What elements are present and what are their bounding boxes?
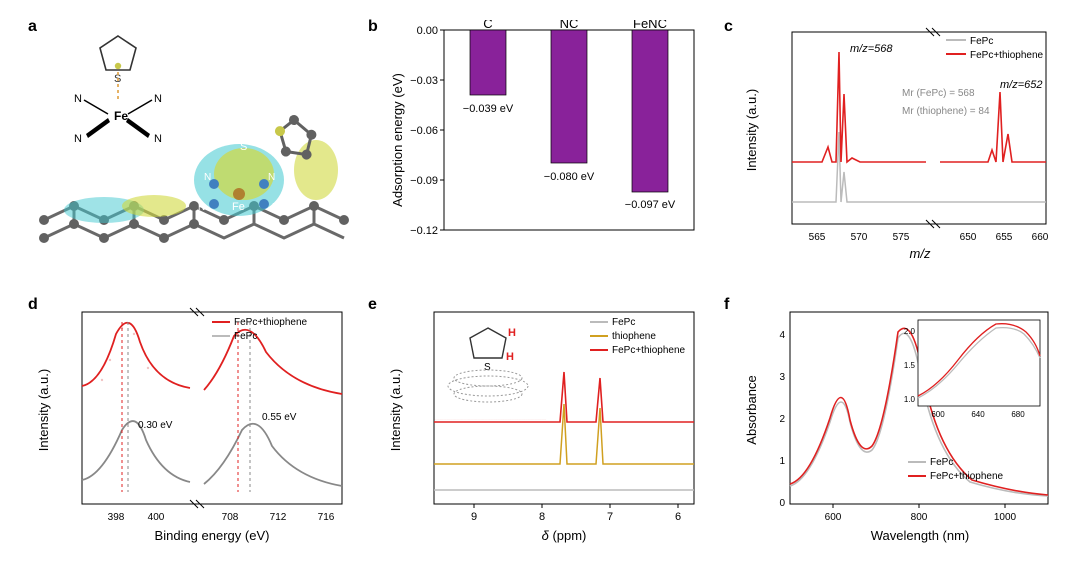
svg-text:660: 660: [1032, 232, 1049, 243]
svg-text:N: N: [272, 202, 279, 213]
svg-text:650: 650: [960, 232, 977, 243]
svg-text:−0.06: −0.06: [410, 125, 438, 137]
svg-text:0: 0: [779, 498, 785, 509]
svg-text:640: 640: [971, 410, 985, 419]
panel-c: 565 570 575 650 655 660 m/z=568 m/z=652 …: [742, 20, 1062, 268]
shift2: 0.55 eV: [262, 412, 297, 423]
panel-label-c: c: [724, 18, 733, 36]
svg-text:800: 800: [911, 512, 928, 523]
svg-text:4: 4: [779, 330, 785, 341]
svg-text:3: 3: [779, 372, 785, 383]
val-nc: −0.080 eV: [544, 171, 595, 183]
svg-text:δ (ppm): δ (ppm): [542, 528, 587, 543]
svg-text:1.5: 1.5: [904, 361, 916, 370]
svg-text:1: 1: [779, 456, 785, 467]
svg-text:680: 680: [1011, 410, 1025, 419]
c-leg2: FePc+thiophene: [970, 50, 1044, 61]
svg-text:N: N: [154, 133, 162, 145]
cat-c: C: [483, 20, 492, 31]
val-fenc: −0.097 eV: [625, 199, 676, 211]
svg-text:N: N: [74, 133, 82, 145]
f-leg2: FePc+thiophene: [930, 471, 1004, 482]
e-leg1: FePc: [612, 317, 635, 328]
svg-text:8: 8: [539, 511, 545, 523]
svg-text:1000: 1000: [994, 512, 1017, 523]
e-leg2: thiophene: [612, 331, 656, 342]
d-ylabel: Intensity (a.u.): [36, 369, 51, 451]
svg-text:Fe: Fe: [232, 201, 245, 213]
svg-text:2: 2: [779, 414, 785, 425]
val-c: −0.039 eV: [463, 103, 514, 115]
svg-text:0.00: 0.00: [417, 25, 438, 37]
mr2: Mr (thiophene) = 84: [902, 106, 990, 117]
svg-text:712: 712: [270, 512, 287, 523]
svg-text:575: 575: [893, 232, 910, 243]
f-ylabel: Absorbance: [744, 375, 759, 444]
panel-a: S Fe N N N N F: [34, 20, 354, 260]
svg-text:398: 398: [108, 512, 125, 523]
svg-text:~~~~~~~~~~~~~~~~~~~~~~~~~~~~~~: ~~~~~~~~~~~~~~~~~~~~~~~~~~~~~~~~~~~~~~~~…: [434, 419, 547, 421]
svg-text:−0.09: −0.09: [410, 175, 438, 187]
panel-label-f: f: [724, 296, 729, 314]
svg-text:S: S: [240, 141, 247, 153]
svg-text:−0.03: −0.03: [410, 75, 438, 87]
b-ylabel: Adsorption energy (eV): [390, 73, 405, 207]
svg-text:600: 600: [931, 410, 945, 419]
svg-text:−0.12: −0.12: [410, 225, 438, 237]
svg-text:708: 708: [222, 512, 239, 523]
svg-text:H: H: [506, 351, 514, 363]
shift1: 0.30 eV: [138, 420, 173, 431]
svg-text:N: N: [154, 93, 162, 105]
fe-center-label: Fe: [114, 109, 128, 123]
e-ylabel: Intensity (a.u.): [388, 369, 403, 451]
svg-text:m/z=568: m/z=568: [850, 43, 893, 55]
svg-text:1.0: 1.0: [904, 395, 916, 404]
svg-text:600: 600: [825, 512, 842, 523]
svg-text:S: S: [484, 362, 491, 373]
svg-text:H: H: [508, 327, 516, 339]
mr1: Mr (FePc) = 568: [902, 88, 975, 99]
c-ylabel: Intensity (a.u.): [744, 89, 759, 171]
panel-f: 0 1 2 3 4 600 800 1000 FePc FePc+thiophene…: [742, 300, 1062, 550]
svg-text:400: 400: [148, 512, 165, 523]
svg-text:6: 6: [675, 511, 681, 523]
svg-text:716: 716: [318, 512, 335, 523]
d-xlabel: Binding energy (eV): [155, 528, 270, 543]
c-xlabel: m/z: [910, 246, 931, 261]
e-leg3: FePc+thiophene: [612, 345, 686, 356]
panel-label-b: b: [368, 18, 378, 36]
panel-e: 9 8 7 6 ~~~~~~~~~~~~~~~~~~~~~~~~~~~~~~~~…: [386, 300, 706, 550]
svg-text:2.0: 2.0: [904, 327, 916, 336]
f-leg1: FePc: [930, 457, 953, 468]
panel-b: 0.00 −0.03 −0.06 −0.09 −0.12 C NC FeNC −…: [386, 20, 706, 268]
svg-text:655: 655: [996, 232, 1013, 243]
f-xlabel: Wavelength (nm): [871, 528, 970, 543]
svg-text:N: N: [74, 93, 82, 105]
svg-text:m/z=652: m/z=652: [1000, 79, 1043, 91]
panel-d: 398 400 708 712 716 0.30 eV 0.55 eV FePc…: [34, 300, 354, 550]
d-leg2: FePc: [234, 331, 257, 342]
svg-text:N: N: [268, 172, 275, 183]
svg-text:7: 7: [607, 511, 613, 523]
d-leg1: FePc+thiophene: [234, 317, 308, 328]
cat-nc: NC: [560, 20, 579, 31]
svg-text:570: 570: [851, 232, 868, 243]
svg-text:9: 9: [471, 511, 477, 523]
svg-text:N: N: [204, 172, 211, 183]
cat-fenc: FeNC: [633, 20, 667, 31]
svg-text:N: N: [198, 202, 205, 213]
panel-label-e: e: [368, 296, 377, 314]
c-leg1: FePc: [970, 36, 993, 47]
svg-text:565: 565: [809, 232, 826, 243]
